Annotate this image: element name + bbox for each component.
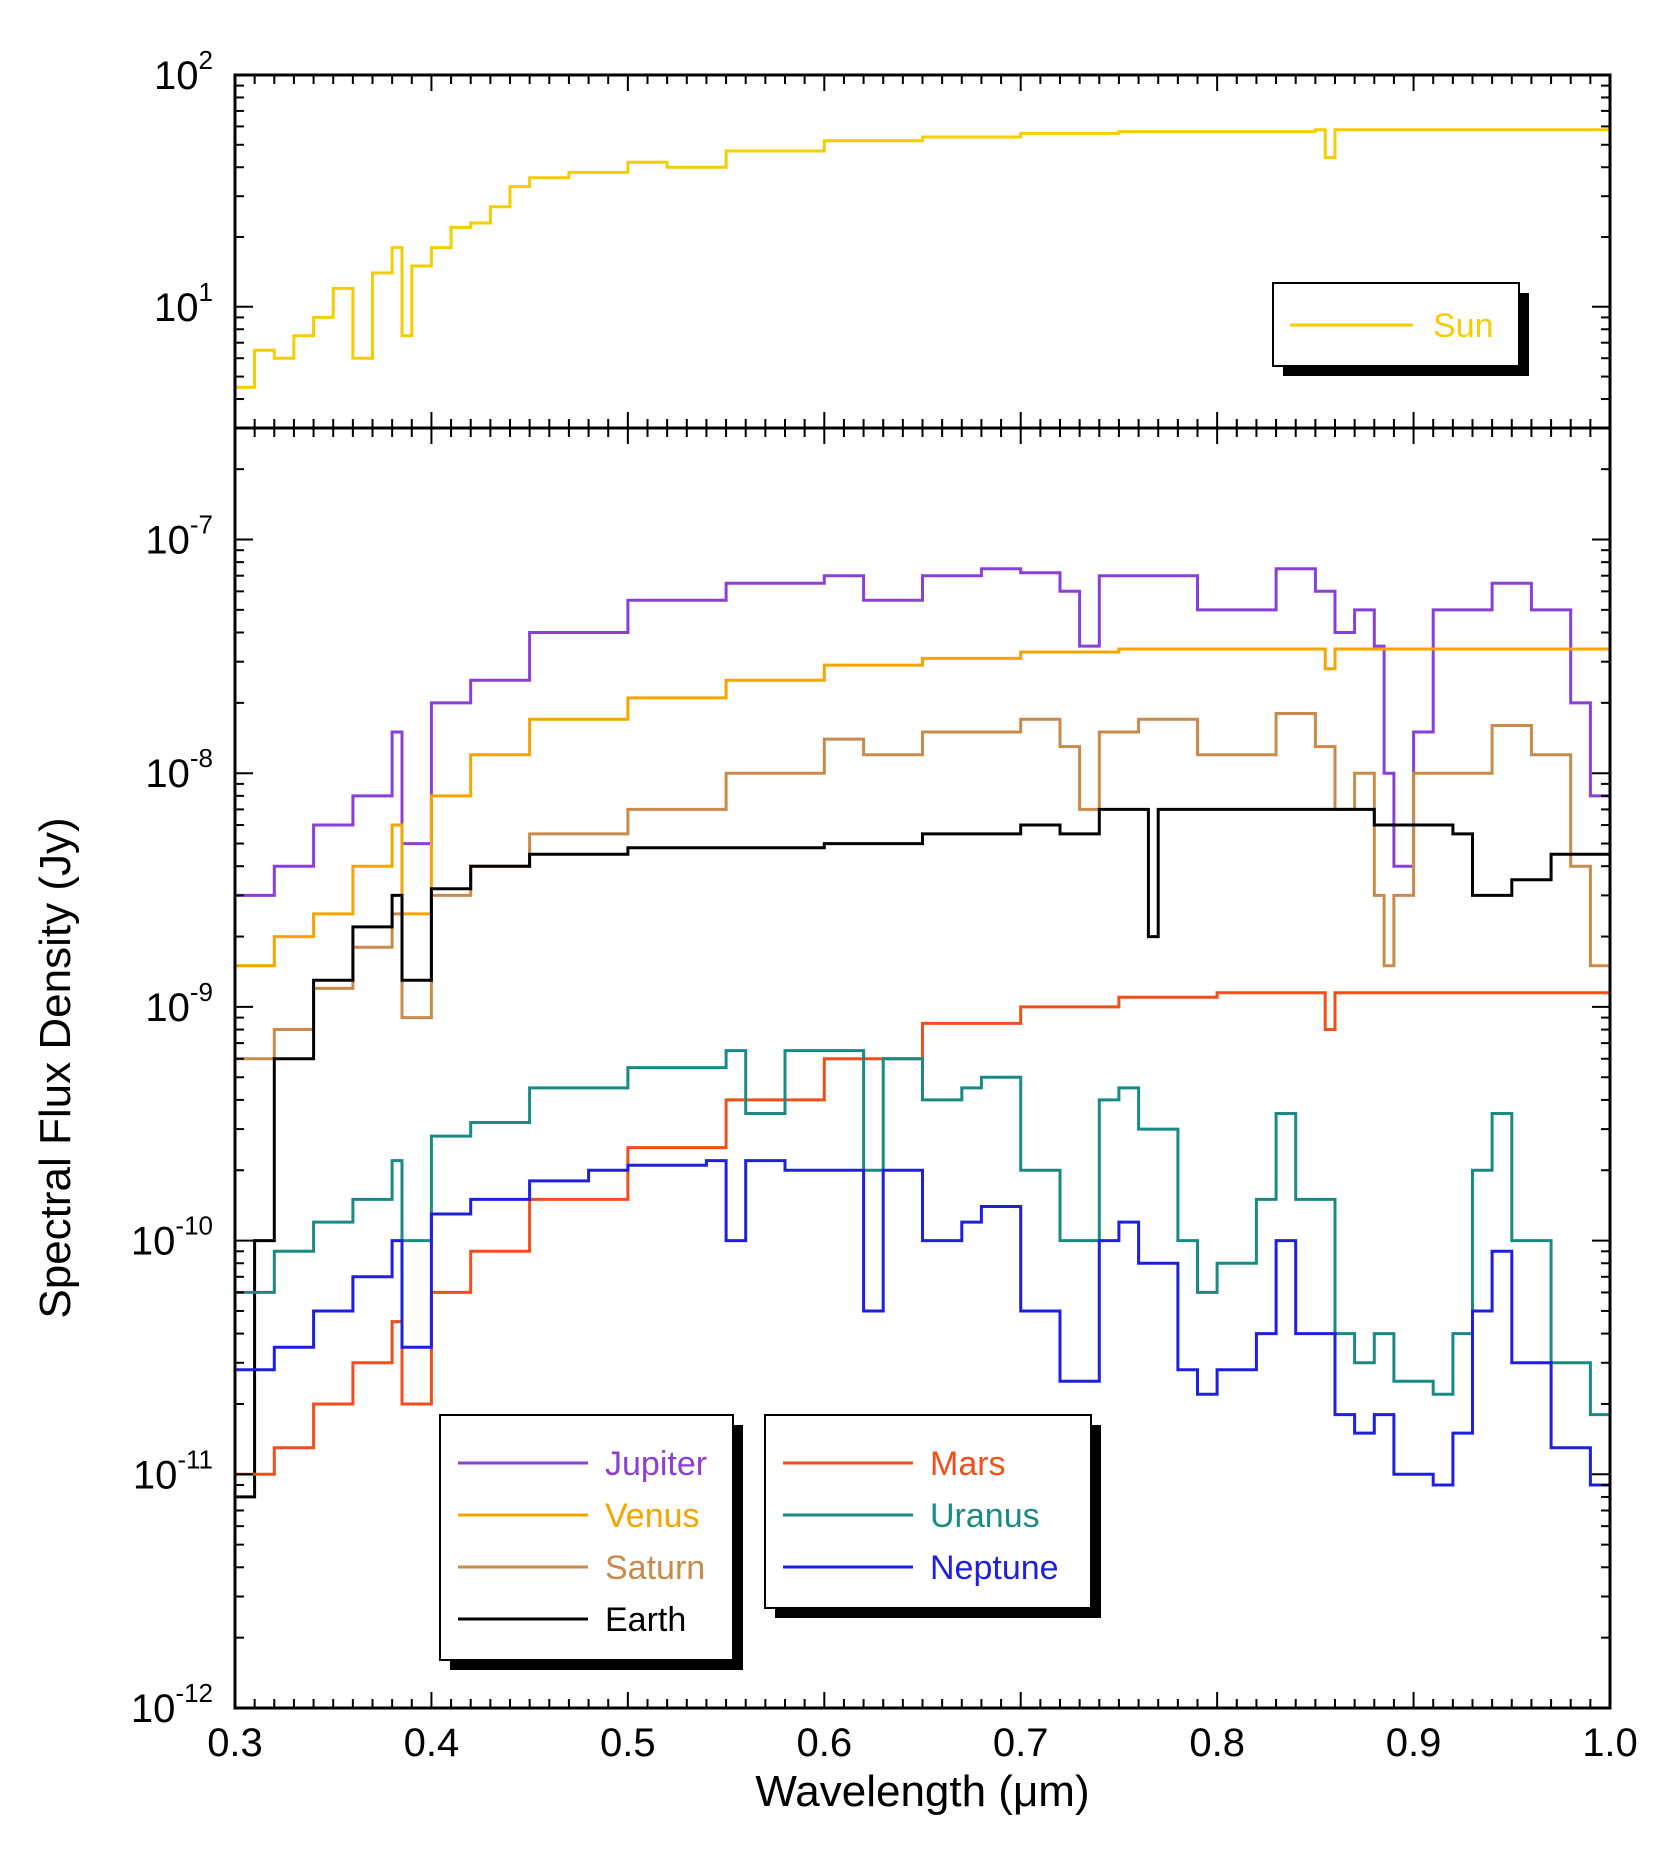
x-axis-label: Wavelength (μm) bbox=[755, 1767, 1089, 1816]
series-line-sun bbox=[235, 128, 1610, 389]
top-legend: Sun bbox=[1272, 282, 1529, 376]
legend-right: Mars Uranus Neptune bbox=[764, 1414, 1101, 1618]
series-line-neptune bbox=[235, 1159, 1610, 1497]
y-tick-label: 10-8 bbox=[145, 743, 213, 796]
series-line-saturn bbox=[235, 712, 1610, 1061]
legend-left: Jupiter Venus Saturn Earth bbox=[439, 1414, 743, 1670]
legend-sun: Sun bbox=[1272, 282, 1529, 376]
y-tick-label: 101 bbox=[154, 277, 213, 330]
legend-label-jupiter: Jupiter bbox=[605, 1445, 707, 1483]
legend-label-neptune: Neptune bbox=[930, 1549, 1059, 1587]
x-tick-label: 0.7 bbox=[993, 1721, 1049, 1765]
legend-label-sun: Sun bbox=[1433, 307, 1494, 345]
bottom-series-group bbox=[235, 567, 1610, 1499]
y-tick-label: 102 bbox=[154, 45, 213, 98]
y-tick-label: 10-12 bbox=[131, 1678, 213, 1731]
x-tick-label: 0.9 bbox=[1386, 1721, 1442, 1765]
y-tick-label: 10-9 bbox=[145, 977, 213, 1030]
bottom-legend: Jupiter Venus Saturn Earth Mars Uranus Neptune bbox=[439, 1414, 1101, 1670]
x-tick-label: 0.4 bbox=[404, 1721, 460, 1765]
y-tick-label: 10-10 bbox=[131, 1211, 213, 1264]
legend-label-venus: Venus bbox=[605, 1497, 700, 1535]
y-tick-label: 10-11 bbox=[133, 1444, 213, 1497]
y-tick-label: 10-7 bbox=[145, 510, 213, 563]
y-axis-label: Spectral Flux Density (Jy) bbox=[31, 817, 80, 1318]
bottom-panel-frame bbox=[233, 426, 1612, 1710]
legend-label-saturn: Saturn bbox=[605, 1549, 705, 1587]
series-line-mars bbox=[235, 991, 1610, 1476]
legend-label-earth: Earth bbox=[605, 1601, 686, 1639]
series-line-venus bbox=[235, 647, 1610, 968]
x-tick-label: 0.6 bbox=[796, 1721, 852, 1765]
legend-label-uranus: Uranus bbox=[930, 1497, 1040, 1535]
legend-box bbox=[764, 1414, 1092, 1609]
top-series-group bbox=[235, 128, 1610, 389]
series-line-earth bbox=[235, 807, 1610, 1499]
bottom-panel: 10-12 10-11 10-10 10-9 10-8 10-7 0.3 0.4 0.5 0.6 0… bbox=[131, 426, 1638, 1765]
series-line-uranus bbox=[235, 1049, 1610, 1427]
x-tick-label: 0.8 bbox=[1189, 1721, 1245, 1765]
x-tick-label: 0.3 bbox=[207, 1721, 263, 1765]
top-panel: 101 102 Sun bbox=[154, 45, 1612, 430]
legend-label-mars: Mars bbox=[930, 1445, 1006, 1483]
x-tick-label: 0.5 bbox=[600, 1721, 656, 1765]
x-tick-label: 1.0 bbox=[1582, 1721, 1638, 1765]
